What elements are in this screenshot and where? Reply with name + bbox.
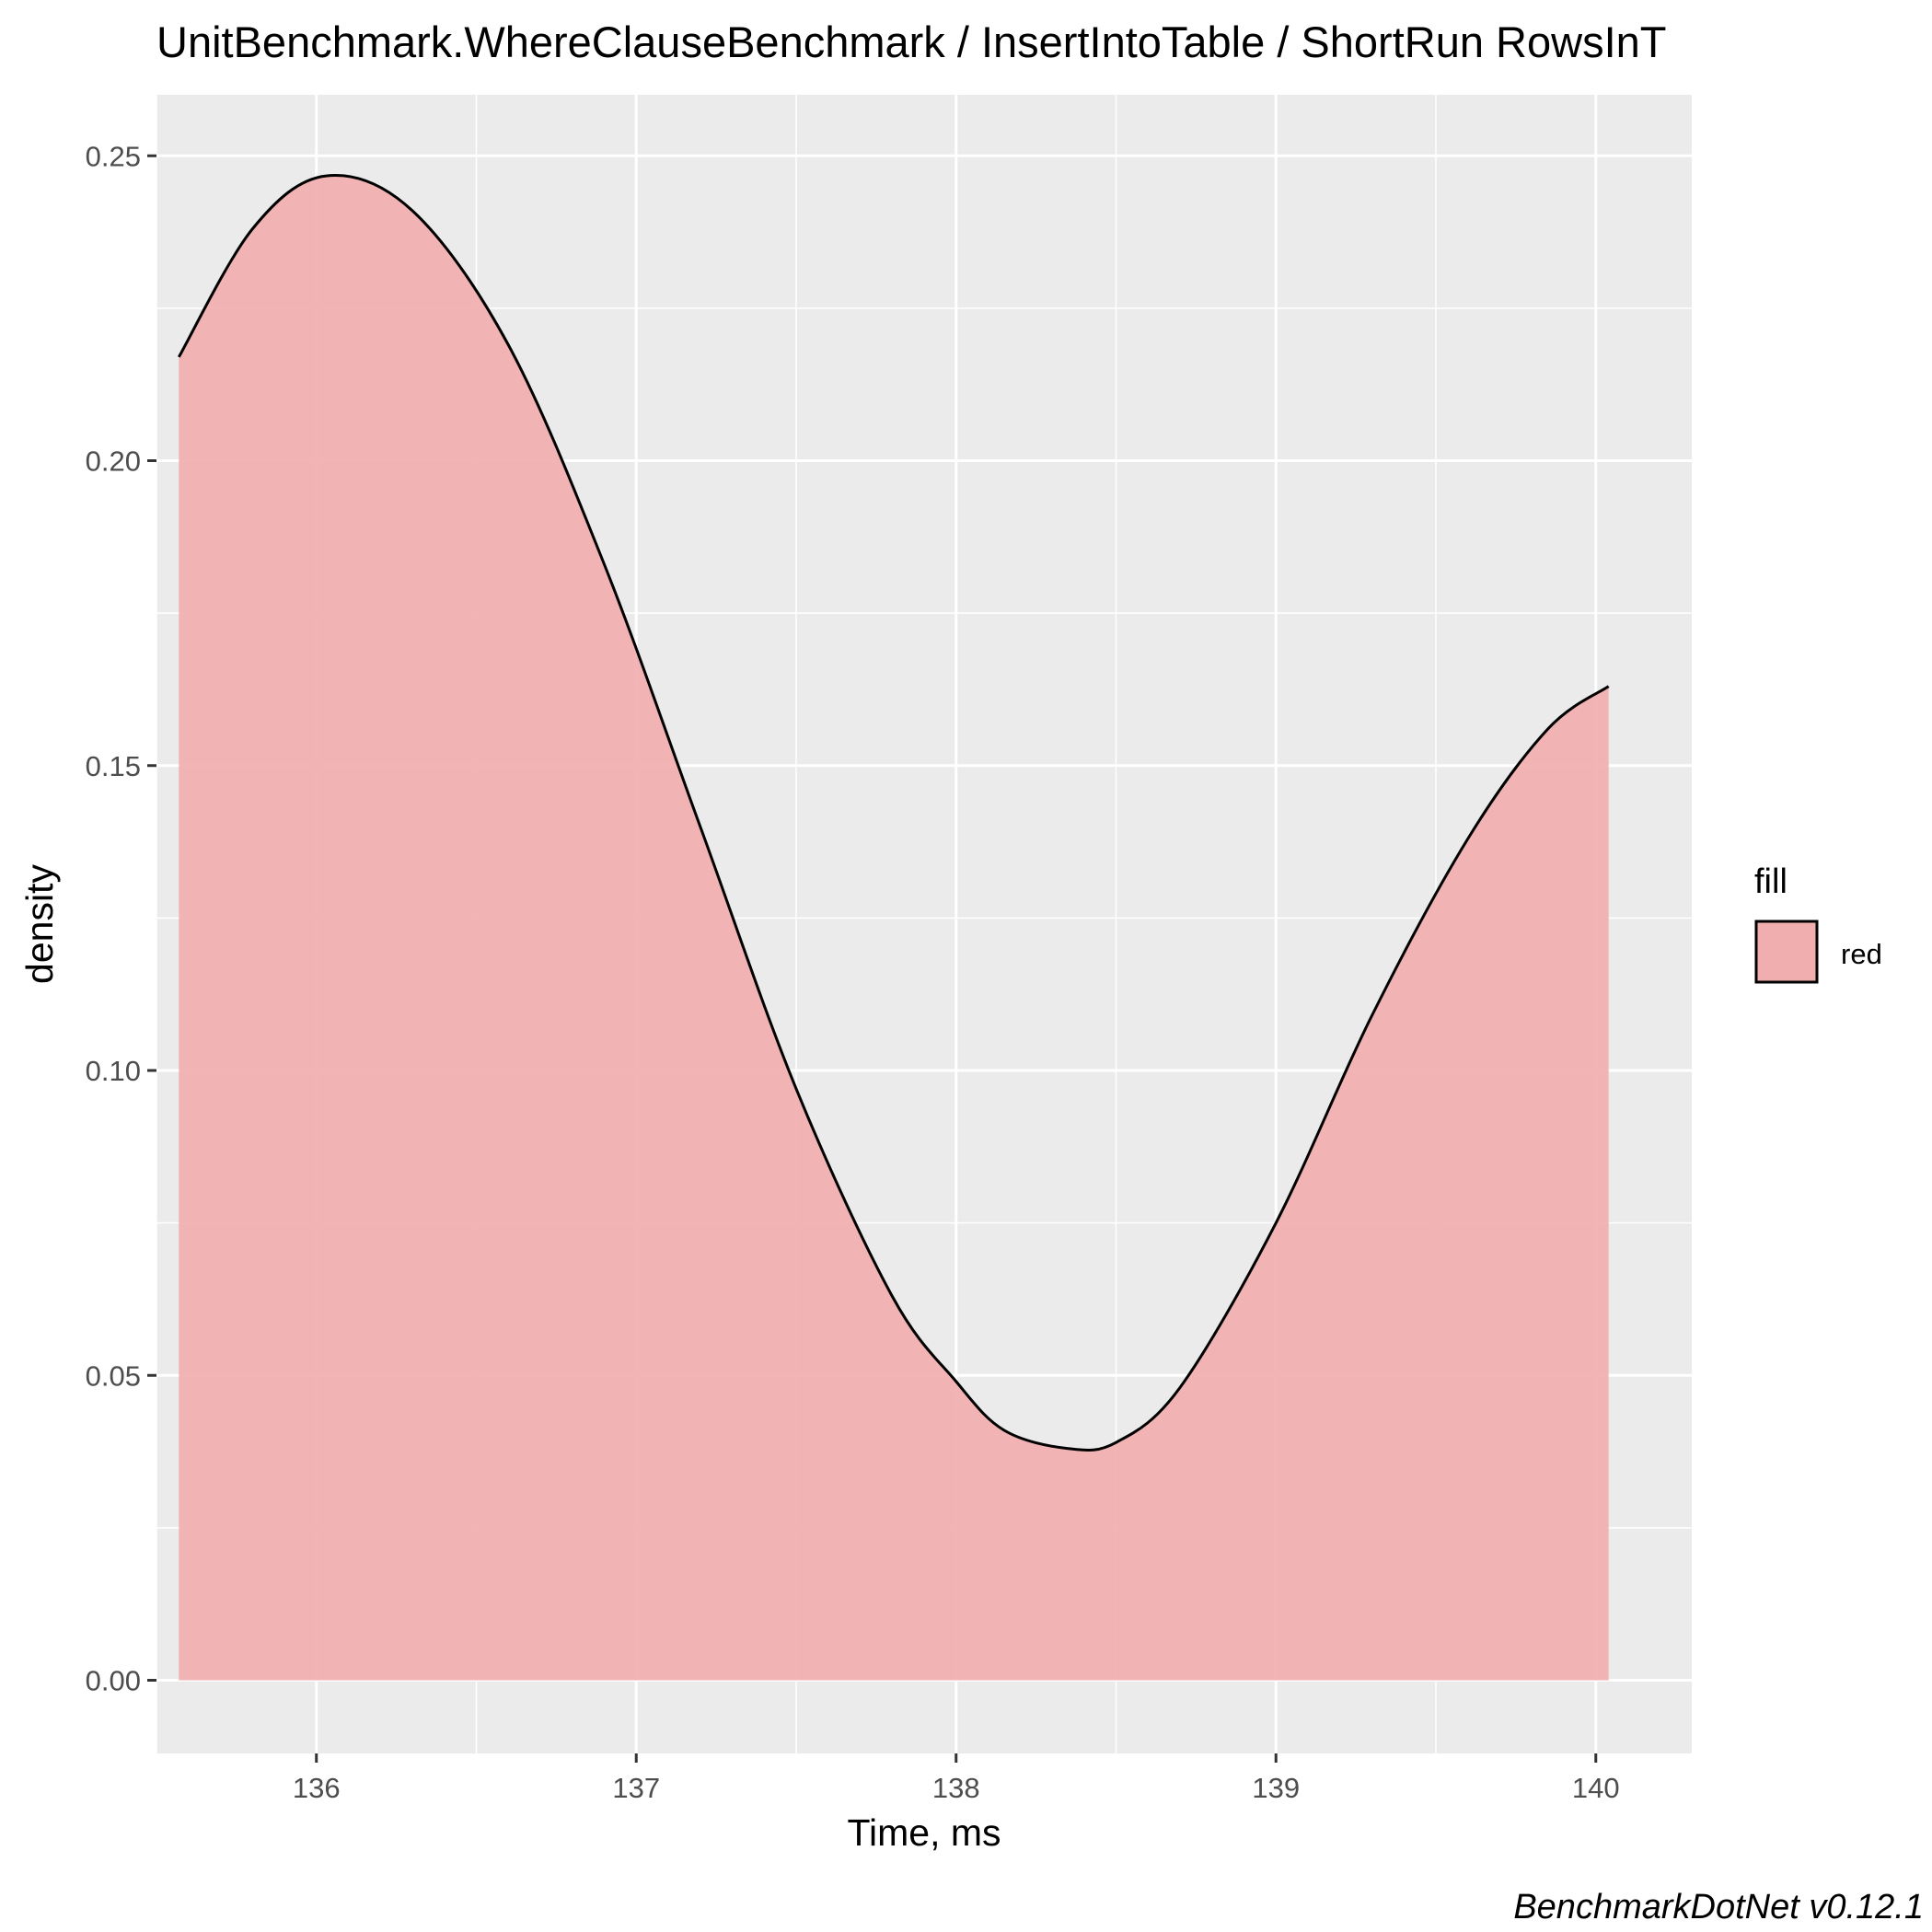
- x-tick-label: 136: [293, 1772, 341, 1804]
- y-tick-label: 0.20: [86, 445, 141, 478]
- x-tick-label: 137: [612, 1772, 660, 1804]
- density-line: [178, 174, 1610, 1452]
- y-tick-label: 0.25: [86, 140, 141, 172]
- y-tick-label: 0.05: [86, 1359, 141, 1392]
- y-axis: 0.00 0.05 0.10 0.15 0.20 0.25: [86, 140, 156, 1697]
- x-axis: 136 137 138 139 140: [293, 1753, 1620, 1804]
- chart-title: UnitBenchmark.WhereClauseBenchmark / Ins…: [156, 17, 1666, 66]
- x-tick-label: 138: [932, 1772, 980, 1804]
- y-tick-label: 0.00: [86, 1665, 141, 1697]
- density-area: [179, 175, 1609, 1681]
- x-tick-label: 139: [1252, 1772, 1300, 1804]
- x-axis-title: Time, ms: [847, 1811, 1001, 1854]
- chart-caption: BenchmarkDotNet v0.12.1: [1513, 1888, 1924, 1926]
- x-tick-label: 140: [1572, 1772, 1620, 1804]
- legend: fill red: [1754, 862, 1882, 984]
- legend-title: fill: [1754, 862, 1787, 901]
- y-tick-label: 0.10: [86, 1055, 141, 1087]
- y-axis-title: density: [18, 864, 61, 984]
- legend-label-red: red: [1841, 938, 1882, 970]
- y-tick-label: 0.15: [86, 750, 141, 782]
- legend-key-red: [1754, 920, 1819, 984]
